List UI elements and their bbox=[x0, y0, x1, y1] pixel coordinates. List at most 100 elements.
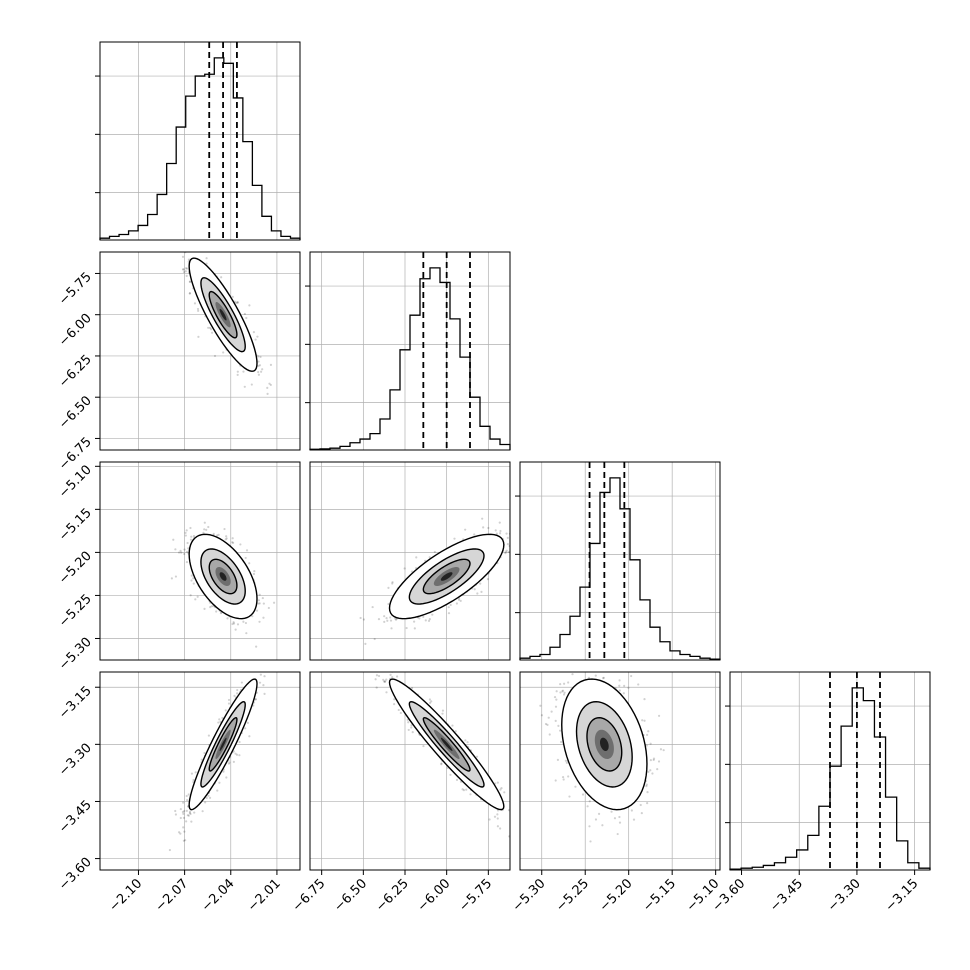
scatter-point bbox=[269, 363, 273, 366]
scatter-point bbox=[215, 610, 218, 613]
scatter-point bbox=[183, 809, 186, 813]
scatter-point bbox=[250, 383, 253, 386]
contour-line bbox=[188, 257, 258, 372]
scatter-point bbox=[203, 528, 206, 531]
scatter-point bbox=[594, 818, 598, 821]
scatter-point bbox=[203, 521, 206, 524]
scatter-point bbox=[226, 617, 229, 620]
scatter-point bbox=[411, 730, 414, 734]
scatter-point bbox=[179, 807, 182, 811]
scatter-point bbox=[632, 818, 636, 821]
scatter-point bbox=[373, 637, 376, 641]
scatter-point bbox=[263, 675, 266, 678]
scatter-point bbox=[253, 570, 256, 573]
axes-frame bbox=[99, 461, 301, 661]
scatter-point bbox=[641, 719, 644, 722]
scatter-point bbox=[231, 541, 234, 544]
scatter-point bbox=[182, 812, 185, 815]
scatter-point bbox=[170, 577, 173, 580]
scatter-point bbox=[179, 549, 182, 552]
scatter-point bbox=[397, 708, 400, 712]
scatter-point bbox=[204, 801, 207, 804]
scatter-point bbox=[223, 527, 226, 531]
scatter-point bbox=[441, 712, 444, 715]
scatter-point bbox=[630, 674, 633, 678]
scatter-point bbox=[174, 813, 178, 816]
scatter-point bbox=[618, 689, 621, 692]
scatter-point bbox=[248, 735, 251, 738]
scatter-point bbox=[645, 785, 648, 788]
scatter-point bbox=[505, 549, 508, 552]
scatter-point bbox=[243, 312, 246, 316]
scatter-point bbox=[567, 681, 570, 684]
scatter-point bbox=[174, 809, 177, 813]
scatter-point bbox=[555, 698, 558, 701]
scatter-point bbox=[266, 386, 269, 389]
scatter-point bbox=[188, 292, 191, 295]
scatter-point bbox=[205, 796, 208, 800]
scatter-point bbox=[189, 812, 192, 816]
scatter-point bbox=[547, 716, 550, 719]
scatter-point bbox=[243, 385, 246, 388]
scatter-point bbox=[217, 721, 220, 724]
axes-frame bbox=[729, 671, 931, 871]
scatter-point bbox=[193, 811, 196, 814]
histogram-step-line bbox=[99, 57, 301, 240]
scatter-point bbox=[498, 532, 502, 535]
scatter-point bbox=[459, 599, 462, 603]
scatter-point bbox=[496, 781, 499, 784]
scatter-point bbox=[418, 617, 421, 620]
scatter-point bbox=[428, 698, 432, 701]
histogram-panel-0 bbox=[95, 41, 301, 241]
scatter-point bbox=[554, 719, 557, 722]
scatter-point bbox=[257, 355, 260, 358]
scatter-point bbox=[225, 535, 228, 538]
scatter-point bbox=[487, 526, 490, 530]
scatter-point bbox=[194, 771, 197, 774]
scatter-point bbox=[564, 759, 567, 762]
scatter-point bbox=[506, 536, 509, 539]
scatter-point bbox=[405, 626, 408, 630]
scatter-point bbox=[203, 751, 206, 755]
scatter-point bbox=[220, 276, 223, 279]
density-shading bbox=[440, 737, 453, 752]
scatter-point bbox=[465, 788, 468, 791]
scatter-point bbox=[649, 759, 652, 762]
scatter-point bbox=[413, 620, 416, 623]
scatter-point bbox=[197, 335, 200, 338]
scatter-point bbox=[184, 534, 187, 537]
scatter-point bbox=[183, 830, 186, 833]
scatter-point bbox=[601, 824, 604, 827]
contour-line bbox=[586, 716, 623, 772]
scatter-point bbox=[187, 793, 190, 796]
scatter-point bbox=[586, 805, 589, 808]
scatter-point bbox=[393, 702, 396, 706]
scatter-point bbox=[410, 724, 413, 727]
scatter-point bbox=[447, 612, 451, 615]
scatter-point bbox=[266, 392, 269, 395]
scatter-point bbox=[430, 700, 433, 703]
scatter-point bbox=[574, 785, 577, 788]
scatter-point bbox=[222, 351, 225, 354]
density-content bbox=[181, 252, 273, 395]
scatter-point bbox=[415, 556, 418, 559]
scatter-point bbox=[190, 579, 193, 582]
scatter-point bbox=[177, 551, 181, 554]
scatter-point bbox=[227, 702, 231, 705]
density-content bbox=[170, 521, 276, 648]
scatter-point bbox=[185, 550, 189, 553]
scatter-point bbox=[190, 574, 193, 577]
scatter-point bbox=[208, 326, 212, 329]
scatter-point bbox=[231, 537, 234, 540]
scatter-point bbox=[203, 607, 206, 610]
scatter-point bbox=[257, 364, 260, 368]
scatter-point bbox=[389, 616, 392, 619]
scatter-point bbox=[232, 621, 235, 624]
scatter-point bbox=[187, 258, 191, 261]
scatter-point bbox=[184, 839, 187, 842]
scatter-point bbox=[262, 616, 265, 619]
scatter-point bbox=[258, 593, 261, 596]
scatter-point bbox=[257, 599, 260, 602]
density-content bbox=[539, 673, 665, 843]
